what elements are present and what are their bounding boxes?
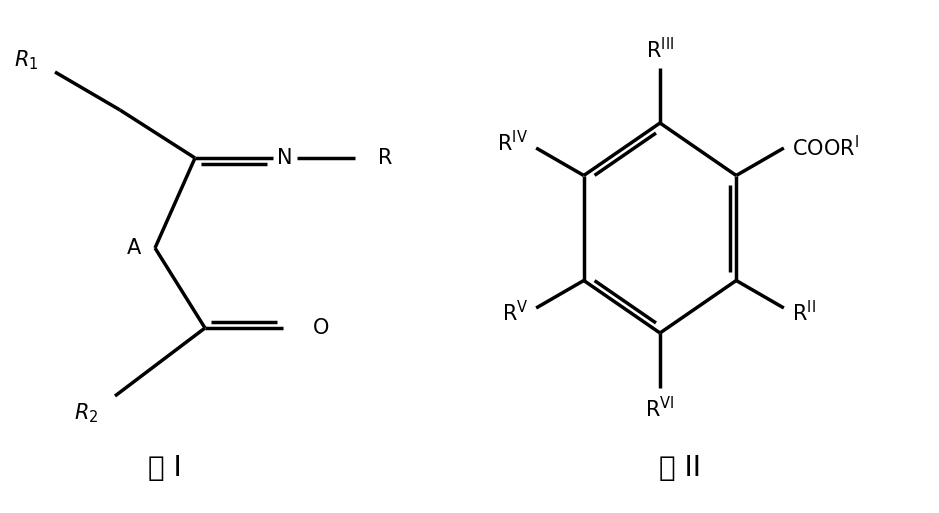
- Text: 式 I: 式 I: [148, 454, 182, 482]
- Text: R$^{\rm II}$: R$^{\rm II}$: [792, 301, 816, 326]
- Text: R$^{\rm VI}$: R$^{\rm VI}$: [645, 396, 675, 421]
- Text: R$^{\rm III}$: R$^{\rm III}$: [646, 37, 674, 62]
- Text: COOR$^{\rm I}$: COOR$^{\rm I}$: [792, 135, 859, 161]
- Text: A: A: [127, 238, 141, 258]
- Text: R$^{\rm IV}$: R$^{\rm IV}$: [498, 130, 528, 155]
- Text: $R_1$: $R_1$: [14, 48, 38, 72]
- Text: R$^{\rm V}$: R$^{\rm V}$: [501, 301, 528, 326]
- Text: O: O: [313, 318, 330, 338]
- Text: $R_2$: $R_2$: [73, 401, 98, 425]
- Text: R: R: [378, 148, 393, 168]
- Text: 式 II: 式 II: [659, 454, 701, 482]
- Text: N: N: [277, 148, 293, 168]
